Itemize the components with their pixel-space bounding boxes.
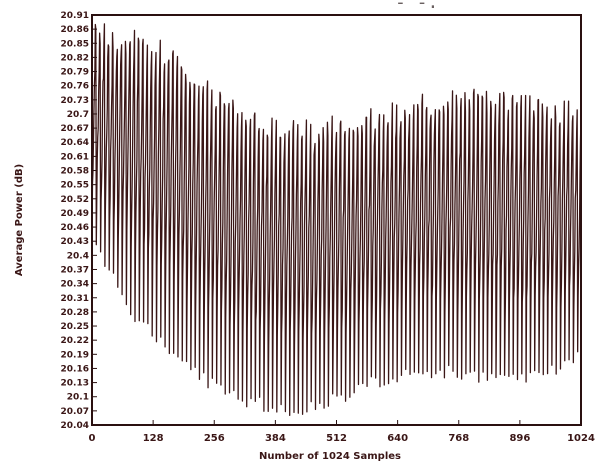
y-tick-label: 20.25: [61, 322, 89, 332]
y-tick-label: 20.37: [61, 265, 89, 275]
y-tick-label: 20.61: [61, 152, 89, 162]
y-tick-label: 20.64: [61, 138, 89, 148]
x-tick-label: 1024: [567, 433, 595, 444]
y-tick-label: 20.13: [61, 379, 89, 389]
y-tick-label: 20.58: [61, 167, 89, 177]
y-tick-label: 20.67: [61, 124, 89, 134]
y-tick-label: 20.19: [61, 350, 89, 360]
y-tick-label: 20.86: [61, 25, 89, 35]
x-tick-label: 256: [204, 433, 225, 444]
y-tick-label: 20.91: [61, 11, 89, 21]
x-tick-label: 640: [387, 433, 408, 444]
y-tick-label: 20.82: [61, 53, 89, 63]
y-tick-label: 20.4: [67, 251, 89, 261]
y-tick-label: 20.34: [61, 280, 89, 290]
x-tick-label: 896: [509, 433, 530, 444]
y-tick-label: 20.55: [61, 181, 89, 191]
y-tick-label: 20.43: [61, 237, 89, 247]
x-axis-title: Number of 1024 Samples: [259, 451, 401, 462]
y-tick-label: 20.79: [61, 68, 89, 78]
y-tick-label: 20.04: [61, 421, 89, 431]
y-tick-label: 20.28: [61, 308, 89, 318]
x-tick-label: 384: [265, 433, 286, 444]
y-tick-label: 20.46: [61, 223, 89, 233]
x-tick-label: 512: [326, 433, 347, 444]
y-tick-label: 20.49: [61, 209, 89, 219]
scan-fragment: - -.: [395, 0, 438, 13]
series-line-average-power: [91, 23, 582, 416]
x-tick-label: 128: [143, 433, 164, 444]
y-tick-label: 20.52: [61, 195, 89, 205]
x-tick-label: 0: [89, 433, 96, 444]
y-tick-label: 20.85: [61, 39, 89, 49]
plot-frame: [91, 14, 582, 426]
y-axis-title: Average Power (dB): [14, 164, 25, 276]
x-axis-ticks: 0 128 256 384 512 640 768 896 1024: [89, 420, 595, 444]
x-tick-label: 768: [448, 433, 469, 444]
y-tick-label: 20.1: [67, 393, 89, 403]
y-tick-label: 20.07: [61, 407, 89, 417]
y-tick-label: 20.16: [61, 364, 89, 374]
plot-area: [91, 23, 582, 416]
y-tick-label: 20.76: [61, 82, 89, 92]
y-tick-label: 20.73: [61, 96, 89, 106]
y-tick-label: 20.22: [61, 336, 89, 346]
y-tick-label: 20.7: [67, 110, 89, 120]
y-tick-label: 20.31: [61, 294, 89, 304]
